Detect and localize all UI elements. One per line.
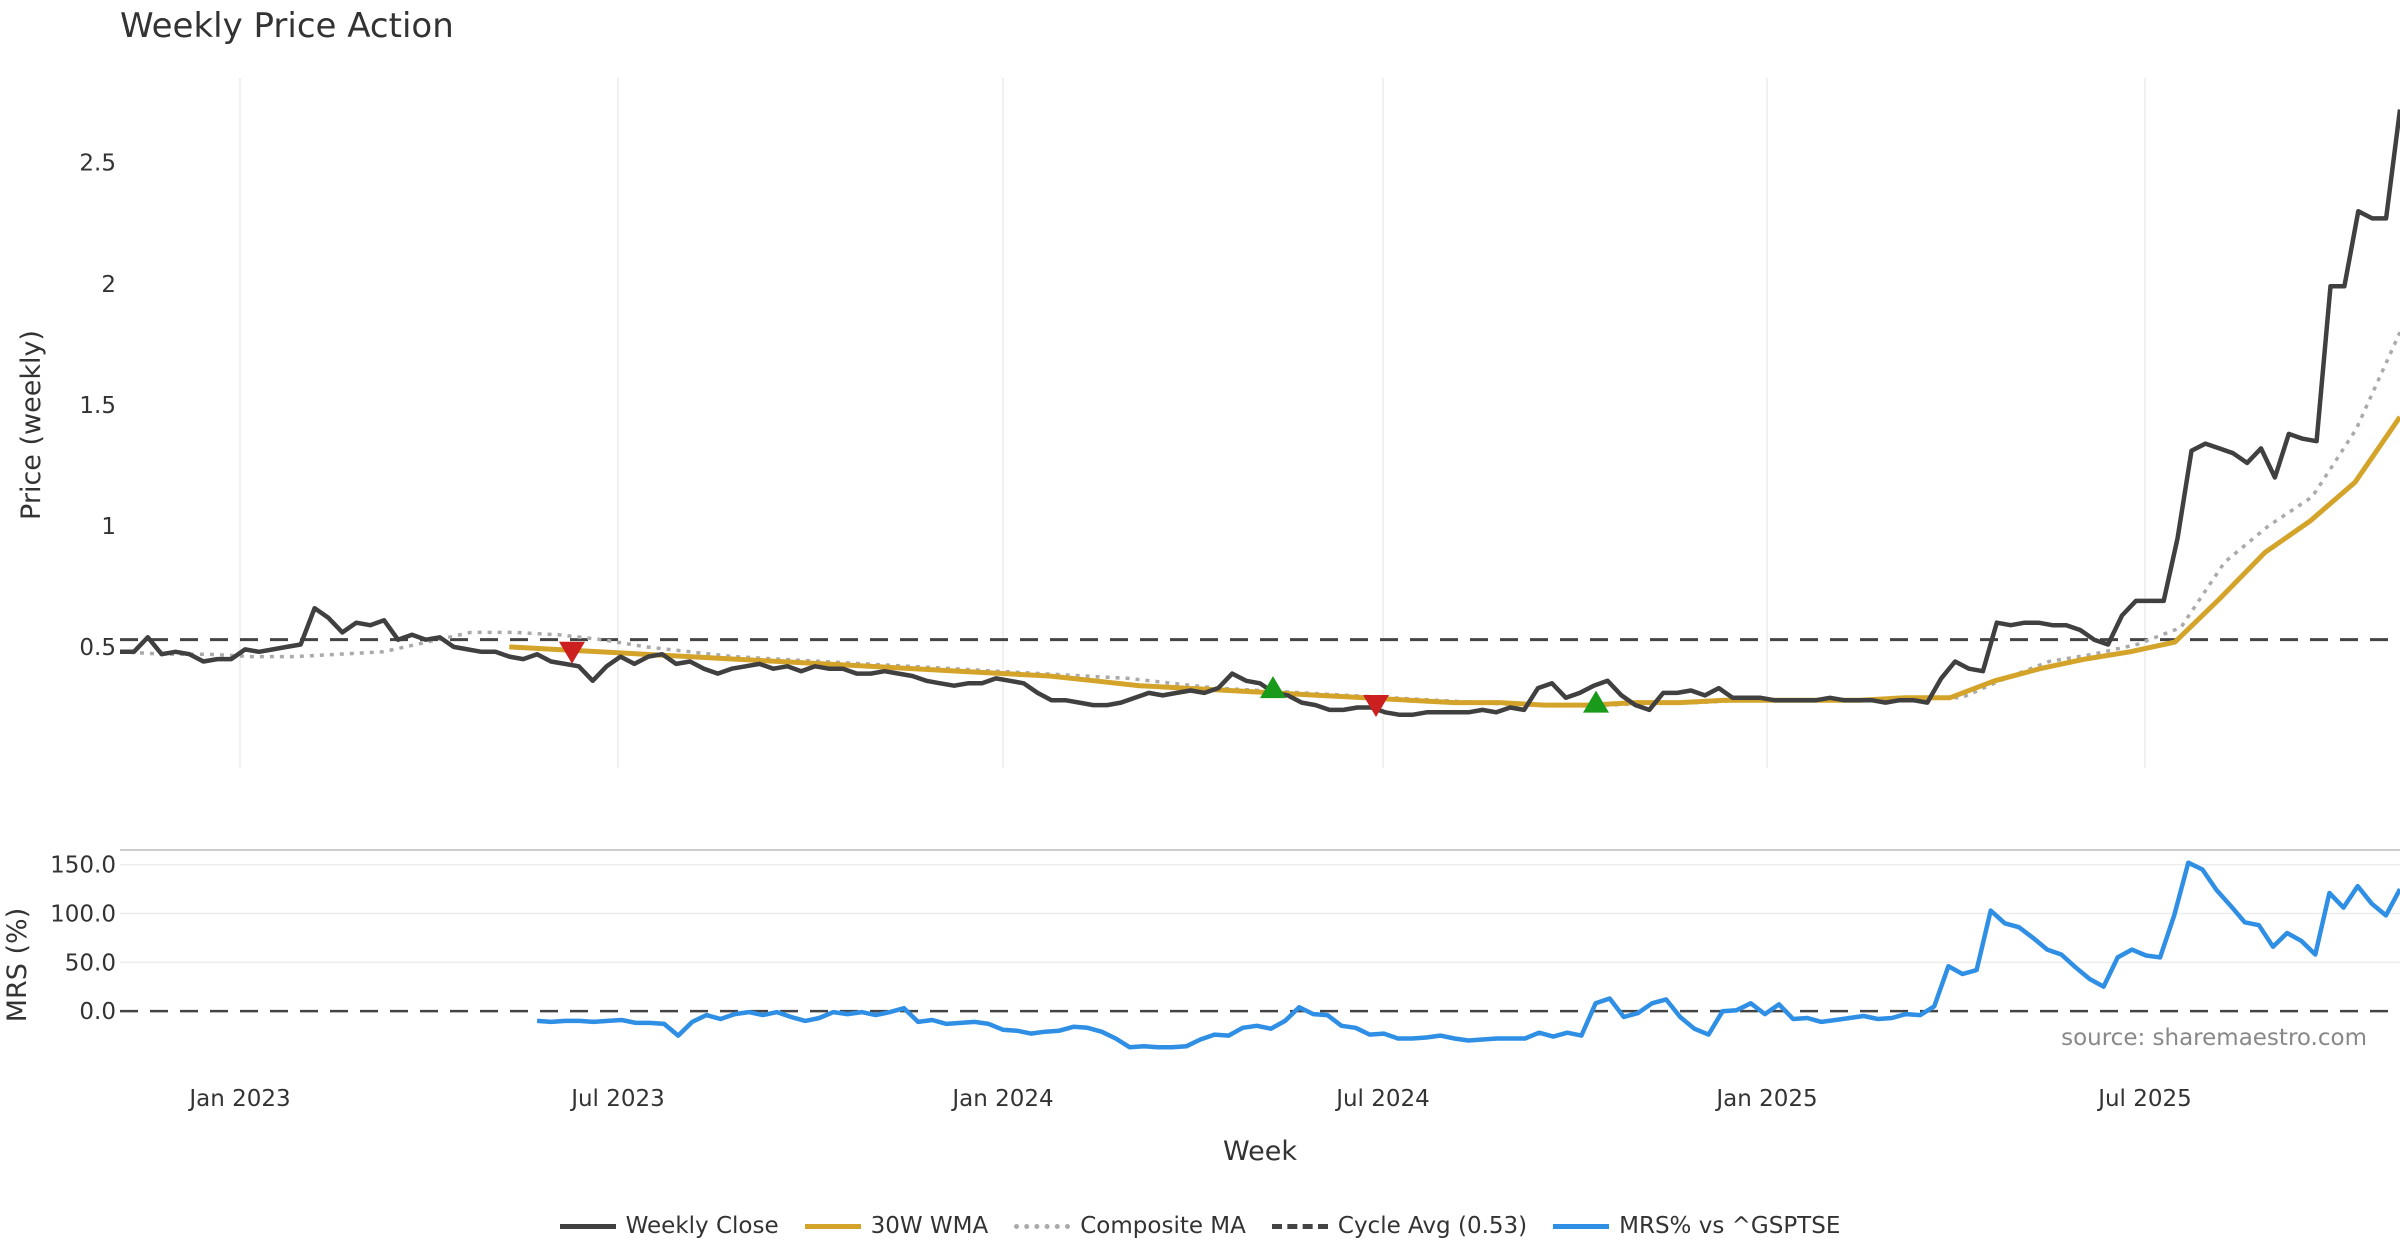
price-y-tick-label: 1	[101, 514, 116, 540]
x-tick-label: Jul 2025	[2096, 1086, 2192, 1112]
x-axis: Jan 2023 Jul 2023 Jan 2024 Jul 2024 Jan 2025…	[187, 1086, 2191, 1112]
mrs-y-axis-label: MRS (%)	[2, 908, 33, 1023]
legend-item: Cycle Avg (0.53)	[1271, 1213, 1528, 1239]
grid-lines	[239, 78, 2146, 768]
legend-swatch	[1271, 1223, 1328, 1229]
price-panel: 0.5 1 1.5 2 2.5	[79, 109, 2400, 718]
legend-swatch	[804, 1223, 861, 1229]
x-tick-label: Jan 2023	[187, 1086, 290, 1112]
legend-swatch	[1553, 1223, 1610, 1229]
mrs-panel: 0.0 50.0 100.0 150.0	[50, 849, 2400, 1050]
mrs-y-tick-label: 100.0	[50, 901, 116, 927]
legend-item: Composite MA	[1014, 1213, 1246, 1239]
wma-line	[509, 415, 2400, 708]
x-axis-label: Week	[1223, 1136, 1297, 1167]
price-y-axis-label: Price (weekly)	[16, 330, 47, 520]
legend-swatch	[1014, 1223, 1071, 1229]
price-y-tick-label: 2	[101, 272, 116, 298]
legend-item: Weekly Close	[559, 1213, 779, 1239]
mrs-y-tick-label: 50.0	[65, 950, 116, 976]
price-y-tick-label: 1.5	[79, 393, 116, 419]
legend-label: 30W WMA	[870, 1213, 989, 1239]
legend-label: MRS% vs ^GSPTSE	[1619, 1213, 1841, 1239]
legend-label: Weekly Close	[625, 1213, 779, 1239]
sell-signal-marker	[1363, 695, 1389, 718]
price-y-tick-label: 0.5	[79, 635, 116, 661]
source-note: source: sharemaestro.com	[2061, 1025, 2367, 1051]
mrs-y-tick-label: 150.0	[50, 853, 116, 879]
legend-label: Composite MA	[1080, 1213, 1246, 1239]
x-tick-label: Jul 2023	[569, 1086, 665, 1112]
buy-signal-marker	[1583, 690, 1609, 713]
buy-signal-marker	[1260, 676, 1286, 699]
mrs-line	[536, 860, 2400, 1050]
legend-label: Cycle Avg (0.53)	[1337, 1213, 1528, 1239]
chart-title: Weekly Price Action	[120, 6, 454, 46]
mrs-y-tick-label: 0.0	[79, 999, 116, 1025]
x-tick-label: Jul 2024	[1334, 1086, 1430, 1112]
weekly-close-line	[120, 109, 2400, 717]
legend-item: 30W WMA	[804, 1213, 989, 1239]
sell-signal-marker	[559, 641, 585, 664]
x-tick-label: Jan 2024	[950, 1086, 1053, 1112]
x-tick-label: Jan 2025	[1714, 1086, 1817, 1112]
legend: Weekly Close 30W WMA Composite MA Cycle Avg…	[0, 1213, 2400, 1239]
price-y-tick-label: 2.5	[79, 151, 116, 177]
legend-swatch	[559, 1223, 616, 1229]
legend-item: MRS% vs ^GSPTSE	[1553, 1213, 1840, 1239]
